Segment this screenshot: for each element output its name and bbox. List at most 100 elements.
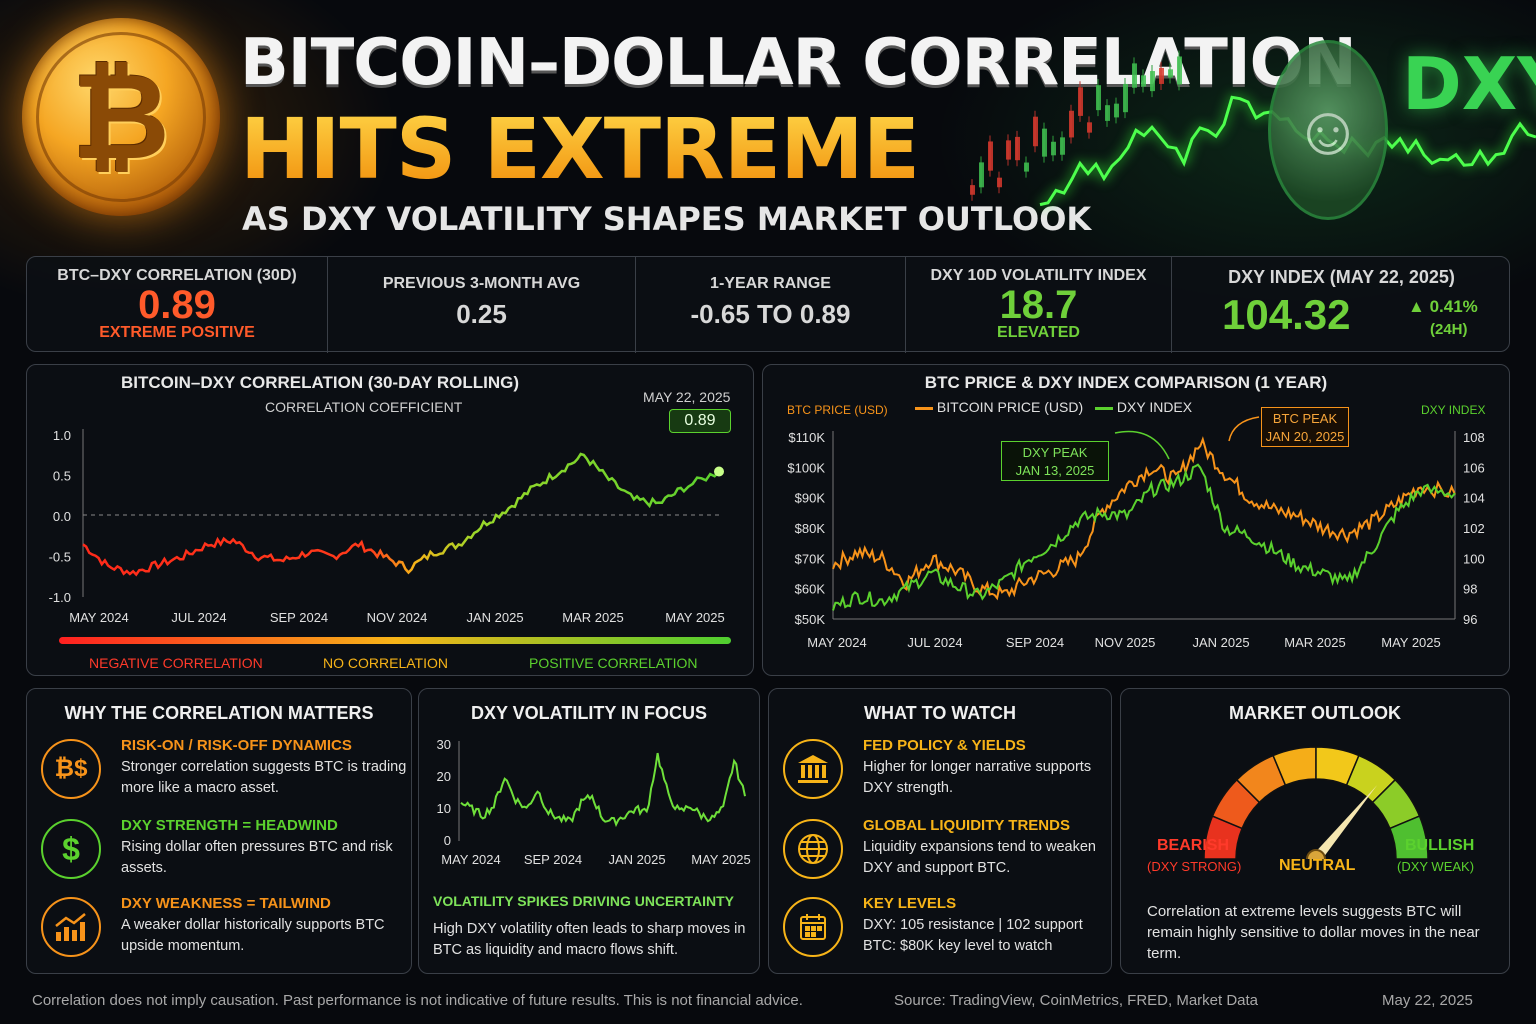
stat-volatility: DXY 10D VOLATILITY INDEX 18.7 ELEVATED bbox=[905, 257, 1171, 353]
chart-title: BTC PRICE & DXY INDEX COMPARISON (1 YEAR… bbox=[924, 373, 1328, 392]
outlook-text: Correlation at extreme levels suggests B… bbox=[1147, 903, 1480, 962]
y-tick-label: 0.5 bbox=[53, 469, 71, 484]
candle-body bbox=[1051, 141, 1056, 156]
right-tick-label: 98 bbox=[1463, 582, 1477, 597]
bullish-sub: (DXY WEAK) bbox=[1397, 859, 1475, 874]
item-title: GLOBAL LIQUIDITY TRENDS bbox=[863, 817, 1070, 834]
x-tick-label: JAN 2025 bbox=[1192, 635, 1249, 650]
stat-sub: EXTREME POSITIVE bbox=[99, 324, 255, 341]
stat-label: DXY INDEX (MAY 22, 2025) bbox=[1228, 267, 1455, 287]
title-line2: HITS EXTREME bbox=[240, 100, 920, 198]
right-axis-label: DXY INDEX bbox=[1421, 403, 1486, 417]
legend-neutral: NO CORRELATION bbox=[323, 655, 448, 671]
candle-body bbox=[1132, 63, 1137, 88]
item-title: KEY LEVELS bbox=[863, 895, 957, 912]
btc-price-line bbox=[832, 436, 1456, 601]
bearish-sub: (DXY STRONG) bbox=[1147, 859, 1242, 874]
volatility-chart: 30 20 10 0 MAY 2024 SEP 2024 JAN 2025 MAY 2025 bbox=[437, 737, 751, 867]
left-tick-label: $90K bbox=[795, 491, 826, 506]
item-desc: Rising dollar often pressures BTC and ri… bbox=[121, 839, 393, 876]
candle-body bbox=[1141, 75, 1146, 87]
left-tick-label: $60K bbox=[795, 582, 826, 597]
dollar-portrait-icon: ☺ bbox=[1268, 40, 1388, 220]
left-tick-label: $100K bbox=[787, 460, 825, 475]
stat-range: 1-YEAR RANGE -0.65 TO 0.89 bbox=[635, 257, 905, 353]
x-tick-label: JAN 2025 bbox=[608, 852, 665, 867]
x-tick-label: MAY 2025 bbox=[691, 852, 751, 867]
dxy-badge: DXY bbox=[1402, 42, 1536, 126]
item-title: RISK-ON / RISK-OFF DYNAMICS bbox=[121, 737, 352, 754]
x-tick-label: MAY 2024 bbox=[69, 610, 129, 625]
latest-point bbox=[714, 466, 724, 477]
legend-negative: NEGATIVE CORRELATION bbox=[89, 655, 263, 671]
comparison-chart-panel: BTC PRICE & DXY INDEX COMPARISON (1 YEAR… bbox=[762, 364, 1510, 676]
candle-body bbox=[1114, 103, 1119, 118]
outlook-gauge bbox=[1203, 746, 1429, 859]
stats-bar: BTC–DXY CORRELATION (30D) 0.89 EXTREME P… bbox=[26, 256, 1510, 353]
x-tick-label: SEP 2024 bbox=[524, 852, 582, 867]
calendar-icon bbox=[783, 897, 843, 957]
watch-panel: WHAT TO WATCH FED POLICY & YIELDS Higher… bbox=[768, 688, 1112, 974]
legend-dxy: DXY INDEX bbox=[1095, 399, 1192, 415]
stat-value: -0.65 TO 0.89 bbox=[690, 299, 851, 329]
item-desc: Liquidity expansions tend to weaken DXY … bbox=[863, 839, 1096, 876]
gauge-needle bbox=[1312, 785, 1378, 859]
right-tick-label: 108 bbox=[1463, 430, 1485, 445]
item-desc: DXY: 105 resistance | 102 support BTC: $… bbox=[863, 917, 1083, 954]
hero-candles bbox=[970, 50, 1182, 201]
candle-body bbox=[970, 185, 975, 195]
item-desc: A weaker dollar historically supports BT… bbox=[121, 917, 385, 954]
section-title: DXY VOLATILITY IN FOCUS bbox=[470, 703, 708, 723]
candle-body bbox=[1060, 137, 1065, 155]
gauge-hub bbox=[1306, 849, 1326, 859]
left-tick-label: $110K bbox=[788, 430, 825, 445]
outlook-panel: MARKET OUTLOOK BEARISH (DXY STRONG) NEUT… bbox=[1120, 688, 1510, 974]
candle-body bbox=[1006, 140, 1011, 160]
dxy-index-line bbox=[832, 463, 1456, 611]
chart-ylabel: CORRELATION COEFFICIENT bbox=[265, 399, 463, 415]
candle-body bbox=[1069, 110, 1074, 138]
stat-value: 0.89 bbox=[138, 283, 216, 327]
candle-body bbox=[1096, 85, 1101, 111]
source: Source: TradingView, CoinMetrics, FRED, … bbox=[894, 992, 1259, 1009]
btc-peak-arrow bbox=[1228, 416, 1260, 442]
gauge-segment bbox=[1388, 815, 1429, 859]
candle-body bbox=[1105, 105, 1110, 121]
item-desc: Higher for longer narrative supports DXY… bbox=[863, 759, 1092, 796]
x-tick-label: MAR 2025 bbox=[1284, 635, 1345, 650]
item-title: FED POLICY & YIELDS bbox=[863, 737, 1026, 754]
right-tick-label: 104 bbox=[1463, 491, 1485, 506]
right-tick-label: 102 bbox=[1463, 521, 1485, 536]
x-tick-label: JUL 2024 bbox=[907, 635, 962, 650]
subtitle: AS DXY VOLATILITY SHAPES MARKET OUTLOOK bbox=[242, 200, 1092, 238]
neutral-label: NEUTRAL bbox=[1279, 857, 1356, 874]
title-line1: BITCOIN–DOLLAR CORRELATION bbox=[240, 26, 1357, 100]
candle-body bbox=[1024, 162, 1029, 172]
item-title: DXY WEAKNESS = TAILWIND bbox=[121, 895, 331, 912]
volatility-line bbox=[460, 752, 746, 828]
up-arrow-icon: ▲ bbox=[1408, 297, 1425, 316]
comparison-chart: $110K $100K $90K $80K $70K $60K $50K 108 106 104 1… bbox=[787, 416, 1485, 650]
volatility-caption: High DXY volatility often leads to sharp… bbox=[433, 921, 746, 958]
stat-sub: ELEVATED bbox=[997, 324, 1080, 341]
candle-body bbox=[1078, 87, 1083, 116]
x-tick-label: MAY 2025 bbox=[665, 610, 725, 625]
candle-body bbox=[1177, 56, 1182, 85]
stat-label: BTC–DXY CORRELATION (30D) bbox=[57, 267, 297, 284]
candle-body bbox=[1123, 83, 1128, 113]
legend-positive: POSITIVE CORRELATION bbox=[529, 655, 698, 671]
bearish-label: BEARISH bbox=[1157, 837, 1230, 854]
correlation-chart: 1.0 0.5 0.0 -0.5 -1.0 MAY 2024 JUL 2024 SEP 202… bbox=[49, 428, 731, 644]
annotation-value: 0.89 bbox=[669, 409, 731, 433]
x-tick-label: MAY 2024 bbox=[441, 852, 501, 867]
candle-body bbox=[1159, 67, 1164, 84]
stat-label: DXY 10D VOLATILITY INDEX bbox=[930, 267, 1147, 284]
x-tick-label: SEP 2024 bbox=[270, 610, 328, 625]
section-title: WHAT TO WATCH bbox=[864, 703, 1016, 723]
stat-value: 104.32 bbox=[1222, 291, 1351, 338]
left-tick-label: $80K bbox=[795, 521, 826, 536]
left-tick-label: $50K bbox=[795, 612, 826, 627]
disclaimer: Correlation does not imply causation. Pa… bbox=[32, 992, 803, 1009]
x-tick-label: JUL 2024 bbox=[171, 610, 226, 625]
stat-prev-avg: PREVIOUS 3-MONTH AVG 0.25 bbox=[327, 257, 635, 353]
